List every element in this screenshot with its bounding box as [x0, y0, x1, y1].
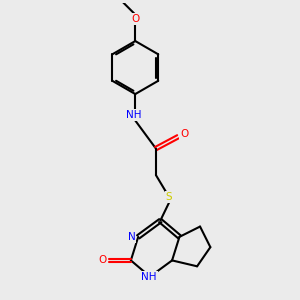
Text: S: S: [166, 192, 172, 202]
Text: N: N: [128, 232, 136, 242]
Text: NH: NH: [126, 110, 142, 120]
Text: NH: NH: [141, 272, 157, 282]
Text: O: O: [98, 255, 106, 266]
Text: O: O: [131, 14, 140, 24]
Text: O: O: [180, 129, 189, 139]
